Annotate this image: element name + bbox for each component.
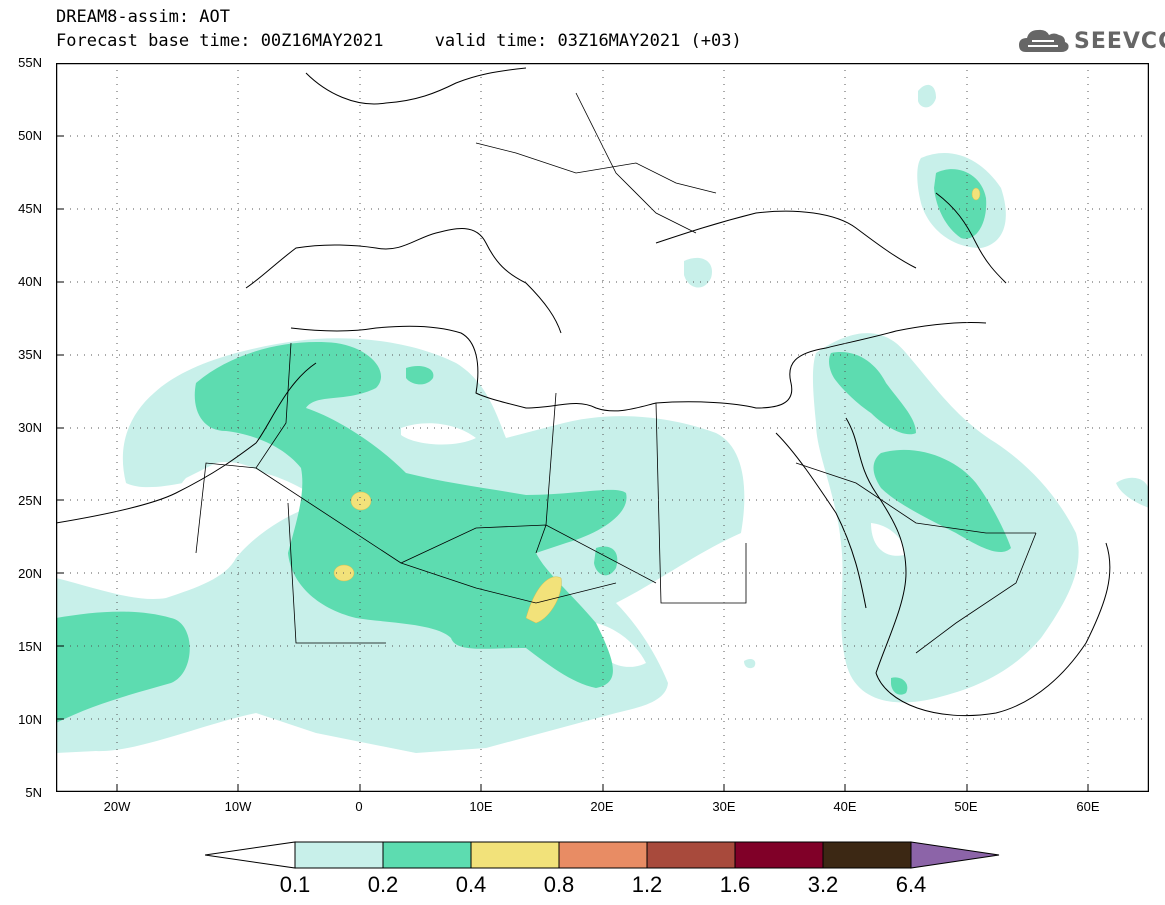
colorbar-label: 0.4 <box>455 872 487 897</box>
lat-label-45n: 45N <box>18 201 42 216</box>
colorbar-under-arrow <box>205 841 296 869</box>
colorbar-label: 0.1 <box>279 872 311 897</box>
coastlines <box>56 67 1111 717</box>
lon-label-50e: 50E <box>954 799 978 814</box>
lon-label-0: 0 <box>355 799 363 814</box>
colorbar-bin-5 <box>646 841 736 869</box>
lon-label-60e: 60E <box>1076 799 1100 814</box>
forecast-times: Forecast base time: 00Z16MAY2021 valid t… <box>56 31 742 51</box>
lat-label-40n: 40N <box>18 274 42 289</box>
lon-label-20w: 20W <box>103 799 131 814</box>
lat-label-25n: 25N <box>18 493 42 508</box>
colorbar-label: 1.2 <box>631 872 663 897</box>
cloud-icon <box>1019 29 1069 52</box>
colorbar-bin-4 <box>558 841 648 869</box>
lat-label-5n: 5N <box>25 785 42 800</box>
logo-text: SEEVCCC <box>1074 28 1165 54</box>
colorbar-over-arrow <box>910 841 1000 869</box>
colorbar-bin-7 <box>822 841 912 869</box>
seevccc-logo: SEEVCCC <box>1018 24 1165 58</box>
colorbar-label: 1.6 <box>719 872 751 897</box>
aot-layer-0.4 <box>333 187 981 624</box>
aot-map <box>56 63 1149 792</box>
colorbar-bin-6 <box>734 841 824 869</box>
lon-label-10e: 10E <box>469 799 493 814</box>
colorbar-label: 3.2 <box>807 872 839 897</box>
lat-label-30n: 30N <box>18 420 42 435</box>
lon-label-30e: 30E <box>712 799 736 814</box>
lat-label-10n: 10N <box>18 712 42 727</box>
lat-label-35n: 35N <box>18 347 42 362</box>
colorbar-label: 0.8 <box>543 872 575 897</box>
colorbar <box>205 841 1000 869</box>
product-title: DREAM8-assim: AOT <box>56 7 230 27</box>
colorbar-bin-2 <box>382 841 472 869</box>
lon-label-20e: 20E <box>590 799 614 814</box>
map-frame <box>56 63 1149 792</box>
colorbar-bin-1 <box>294 841 384 869</box>
lon-label-10w: 10W <box>224 799 252 814</box>
lat-label-20n: 20N <box>18 566 42 581</box>
colorbar-label: 6.4 <box>895 872 927 897</box>
lat-label-15n: 15N <box>18 639 42 654</box>
graticule <box>56 63 1149 792</box>
lat-label-55n: 55N <box>18 55 42 70</box>
colorbar-bin-3 <box>470 841 560 869</box>
country-borders <box>195 92 1037 654</box>
colorbar-label: 0.2 <box>367 872 399 897</box>
aot-layer-0.2 <box>56 169 1011 723</box>
lon-label-40e: 40E <box>833 799 857 814</box>
axis-ticks <box>56 135 1089 792</box>
lat-label-50n: 50N <box>18 128 42 143</box>
